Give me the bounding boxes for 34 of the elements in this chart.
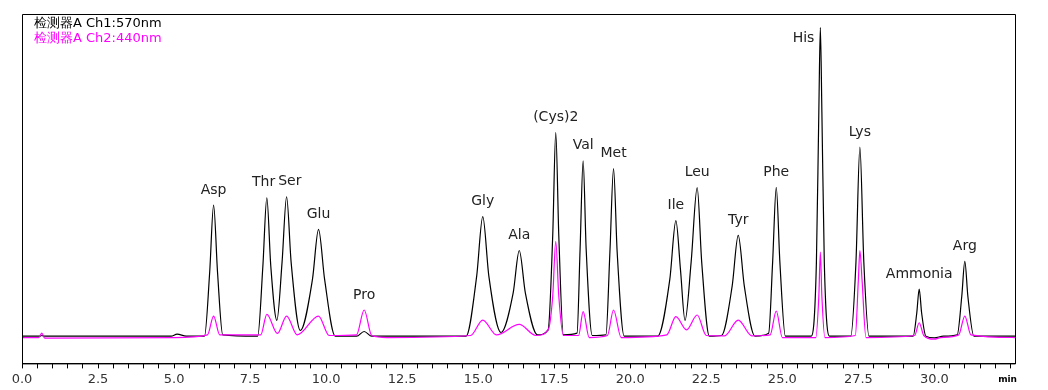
- x-tick-label: 17.5: [539, 370, 569, 386]
- x-tick-label: 12.5: [387, 370, 417, 386]
- text: 检测器A Ch2:440nm: [34, 29, 162, 45]
- text: 检测器A Ch1:570nm: [34, 14, 162, 30]
- annotation: Pro: [353, 285, 376, 302]
- annotation: Met: [600, 144, 628, 161]
- x-tick-label: 2.5: [87, 370, 109, 386]
- annotation: Ser: [278, 172, 302, 189]
- x-tick-label: 27.5: [843, 370, 873, 386]
- annotation: Val: [572, 136, 594, 153]
- annotation: Phe: [763, 163, 790, 179]
- x-tick-label: 22.5: [691, 370, 721, 386]
- annotation: Ala: [508, 226, 531, 243]
- annotation: Thr: [251, 173, 276, 190]
- annotation: His: [792, 29, 815, 46]
- x-axis-title: min: [998, 374, 1017, 385]
- x-tick-label: 5.0: [163, 370, 185, 386]
- x-tick-label: 15.0: [463, 370, 493, 386]
- annotation: (Cys)2: [533, 107, 579, 124]
- annotation: Glu: [306, 204, 331, 221]
- annotation: Lys: [848, 122, 871, 139]
- annotation: Tyr: [727, 211, 749, 228]
- x-tick-label: 0.0: [11, 370, 33, 386]
- annotation: Ammonia: [885, 264, 953, 281]
- annotation: Gly: [471, 192, 495, 209]
- x-tick-label: 25.0: [767, 370, 797, 386]
- x-tick-label: 7.5: [239, 370, 261, 386]
- annotation: Arg: [952, 236, 977, 253]
- annotation: Asp: [200, 180, 227, 197]
- x-tick-label: 10.0: [311, 370, 341, 386]
- annotation: Leu: [684, 163, 710, 180]
- annotation: Ile: [667, 196, 685, 213]
- x-tick-label: 30.0: [919, 370, 949, 386]
- x-tick-label: 20.0: [615, 370, 645, 386]
